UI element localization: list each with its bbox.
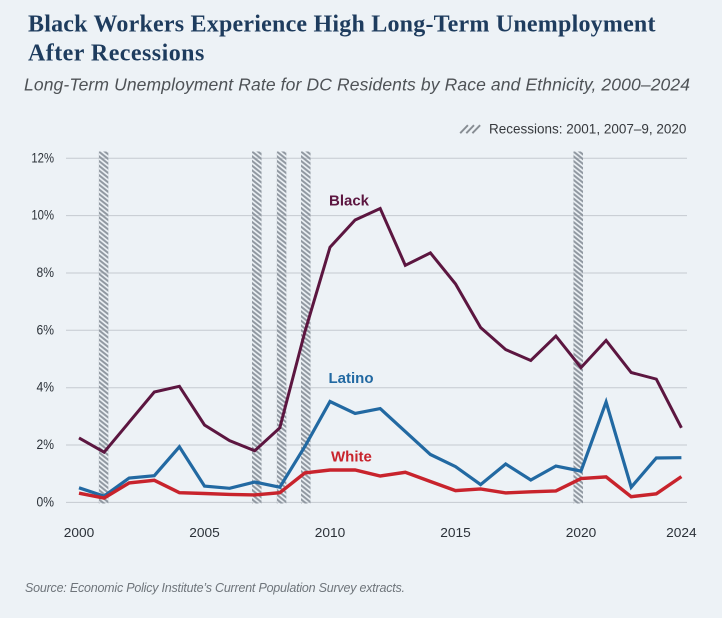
svg-text:12%: 12% (31, 149, 54, 165)
svg-text:Black Workers Experience High: Black Workers Experience High Long-Term … (28, 12, 656, 38)
svg-text:0%: 0% (37, 493, 55, 509)
svg-text:2015: 2015 (440, 525, 471, 540)
svg-text:Long-Term Unemployment Rate fo: Long-Term Unemployment Rate for DC Resid… (24, 75, 690, 95)
svg-text:2005: 2005 (189, 525, 220, 540)
svg-text:2024: 2024 (666, 525, 697, 540)
svg-text:2000: 2000 (64, 525, 95, 540)
svg-text:After Recessions: After Recessions (28, 40, 204, 66)
svg-text:2%: 2% (37, 436, 55, 452)
svg-text:10%: 10% (31, 207, 54, 223)
svg-text:2020: 2020 (566, 525, 597, 540)
svg-text:Latino: Latino (329, 370, 374, 387)
svg-text:Black: Black (329, 192, 370, 209)
svg-text:6%: 6% (37, 321, 55, 337)
svg-text:4%: 4% (37, 379, 55, 395)
svg-text:White: White (331, 449, 372, 466)
svg-text:2010: 2010 (315, 525, 346, 540)
svg-text:8%: 8% (37, 264, 55, 280)
svg-text:Source: Economic Policy Instit: Source: Economic Policy Institute’s Curr… (25, 581, 405, 595)
svg-text:Recessions: 2001, 2007–9, 2020: Recessions: 2001, 2007–9, 2020 (489, 121, 686, 136)
